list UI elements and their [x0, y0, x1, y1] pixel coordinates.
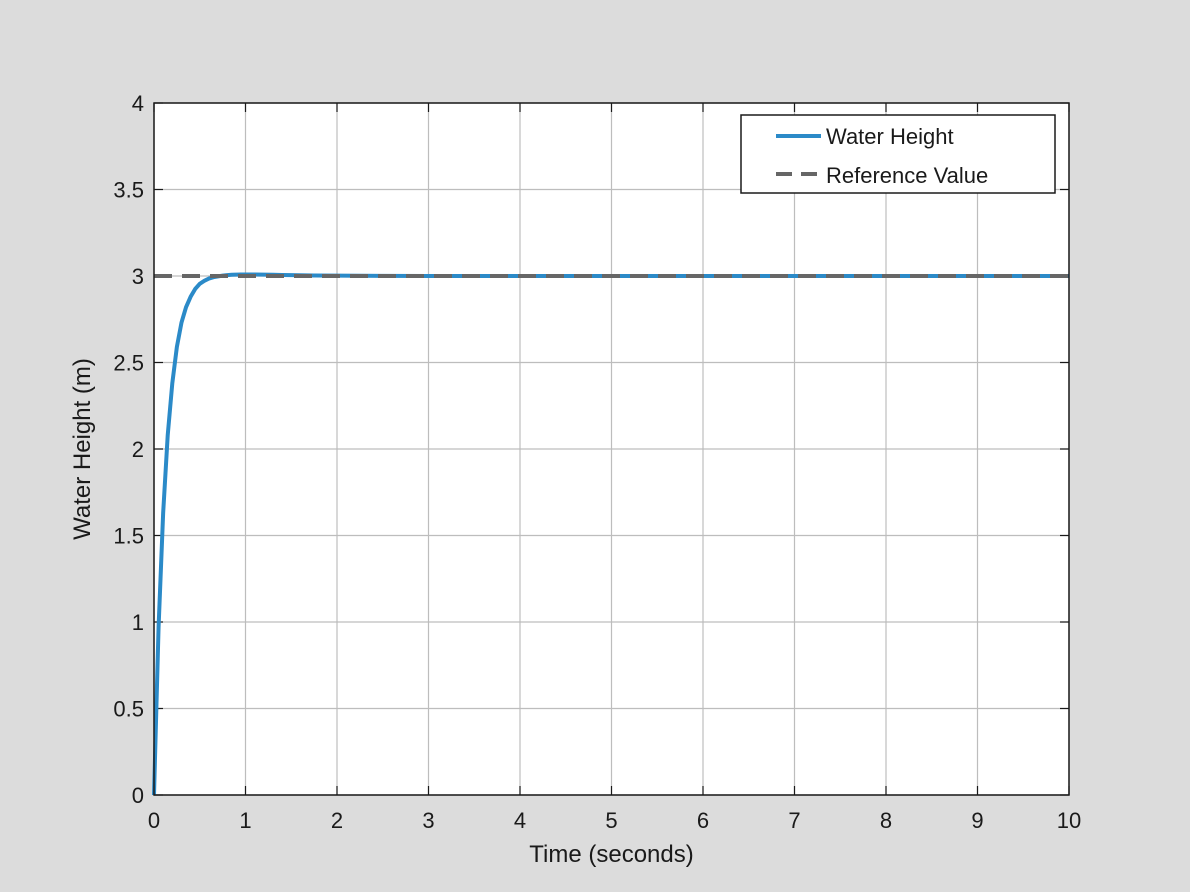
x-tick-label: 0 — [148, 808, 160, 833]
x-tick-label: 4 — [514, 808, 526, 833]
x-tick-labels: 0 1 2 3 4 5 6 7 8 9 10 — [148, 808, 1081, 833]
y-tick-label: 0 — [132, 783, 144, 808]
x-tick-label: 10 — [1057, 808, 1081, 833]
x-tick-label: 6 — [697, 808, 709, 833]
x-tick-label: 5 — [605, 808, 617, 833]
legend[interactable]: Water Height Reference Value — [740, 114, 1056, 194]
y-tick-label: 4 — [132, 91, 144, 116]
y-tick-label: 1 — [132, 610, 144, 635]
x-tick-label: 9 — [971, 808, 983, 833]
y-tick-label: 3.5 — [113, 178, 144, 203]
legend-box — [740, 114, 1056, 194]
x-tick-label: 3 — [422, 808, 434, 833]
x-tick-label: 7 — [788, 808, 800, 833]
y-tick-label: 1.5 — [113, 524, 144, 549]
x-axis-label: Time (seconds) — [529, 841, 693, 868]
y-tick-label: 2.5 — [113, 351, 144, 376]
legend-label-water-height: Water Height — [826, 124, 954, 149]
y-axis-label: Water Height (m) — [69, 358, 96, 540]
x-tick-label: 1 — [239, 808, 251, 833]
y-tick-label: 3 — [132, 264, 144, 289]
x-tick-label: 2 — [331, 808, 343, 833]
axes-frame — [153, 102, 1070, 796]
x-tick-label: 8 — [880, 808, 892, 833]
legend-label-reference-value: Reference Value — [826, 163, 988, 188]
y-tick-label: 2 — [132, 437, 144, 462]
y-tick-label: 0.5 — [113, 697, 144, 722]
series-layer — [152, 272, 1069, 796]
y-tick-labels: 0 0.5 1 1.5 2 2.5 3 3.5 4 — [113, 91, 144, 808]
